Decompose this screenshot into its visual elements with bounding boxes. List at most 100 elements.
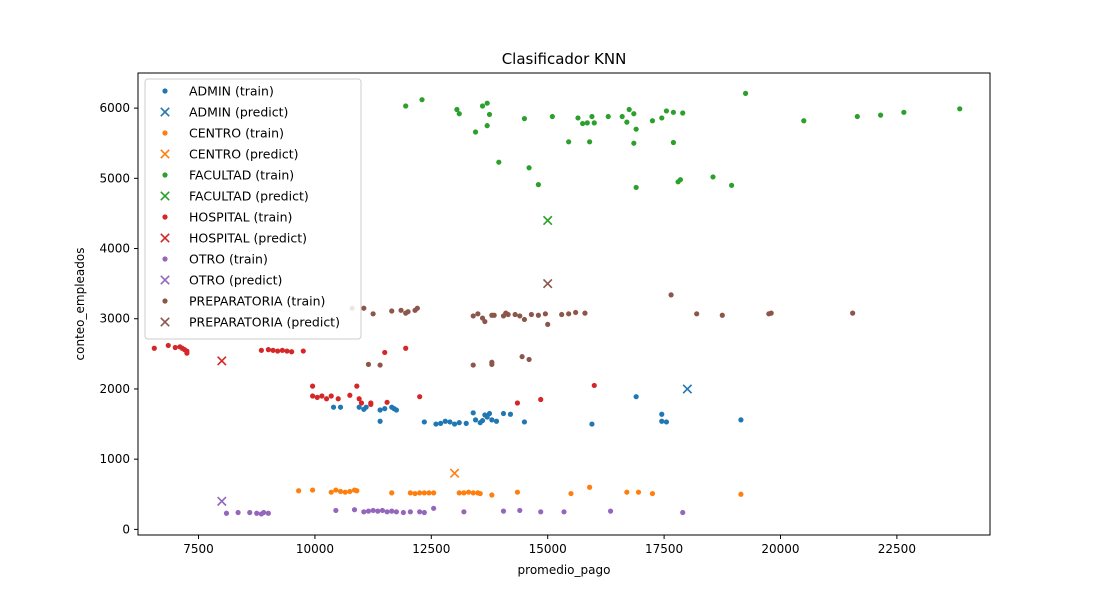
train-point — [328, 393, 334, 399]
y-tick-label: 5000 — [99, 171, 130, 185]
train-point — [580, 120, 586, 127]
y-tick-label: 3000 — [99, 312, 130, 326]
predict-point — [217, 356, 227, 366]
train-point — [419, 97, 425, 103]
train-point — [389, 490, 395, 496]
series-2 — [296, 484, 744, 498]
train-point — [850, 310, 856, 316]
train-point — [719, 312, 725, 318]
series-7 — [217, 356, 227, 366]
train-point — [254, 510, 260, 516]
train-point — [663, 419, 670, 425]
train-point — [573, 309, 579, 316]
train-point — [549, 113, 555, 120]
train-point — [482, 318, 488, 325]
train-point — [470, 313, 476, 319]
train-point — [361, 305, 367, 311]
legend-label: FACULTAD (predict) — [189, 189, 309, 204]
legend-marker — [162, 298, 168, 304]
train-point — [270, 347, 276, 353]
train-point — [417, 490, 423, 496]
train-point — [561, 509, 567, 515]
train-point — [289, 349, 295, 355]
y-tick-label: 2000 — [99, 382, 130, 396]
train-point — [526, 165, 532, 171]
train-point — [456, 111, 462, 117]
legend-label: PREPARATORIA (train) — [189, 294, 325, 309]
train-point — [631, 111, 637, 117]
x-tick-label: 22500 — [878, 542, 916, 556]
legend-label: PREPARATORIA (predict) — [189, 315, 340, 330]
train-point — [412, 490, 418, 497]
train-point — [351, 507, 358, 513]
train-point — [309, 393, 316, 399]
train-point — [342, 489, 348, 495]
predict-point — [217, 496, 227, 507]
legend-marker — [160, 149, 170, 159]
train-point — [663, 108, 670, 114]
train-point — [235, 509, 241, 516]
train-point — [354, 488, 360, 494]
series-6 — [151, 342, 597, 408]
legend-label: ADMIN (predict) — [189, 105, 288, 120]
train-point — [261, 509, 267, 516]
train-point — [407, 490, 413, 496]
train-point — [589, 113, 595, 120]
train-point — [484, 100, 490, 106]
y-tick-label: 0 — [122, 522, 130, 536]
train-point — [486, 111, 493, 118]
train-point — [296, 488, 302, 494]
legend-marker — [160, 317, 170, 327]
train-point — [456, 420, 462, 426]
train-point — [377, 362, 383, 368]
train-point — [347, 488, 353, 495]
train-point — [377, 407, 383, 413]
train-point — [370, 311, 376, 317]
train-point — [589, 421, 595, 427]
train-point — [670, 139, 677, 146]
train-point — [284, 348, 290, 354]
legend-marker — [160, 275, 170, 285]
train-point — [575, 115, 581, 121]
train-point — [626, 106, 632, 113]
train-point — [710, 174, 716, 180]
y-tick-label: 1000 — [99, 452, 130, 466]
train-point — [514, 400, 521, 406]
train-point — [368, 400, 374, 406]
train-point — [694, 311, 700, 317]
train-point — [521, 316, 528, 323]
train-point — [493, 418, 500, 424]
train-point — [475, 311, 481, 317]
train-point — [461, 509, 467, 515]
train-point — [361, 509, 367, 515]
legend-label: OTRO (predict) — [189, 273, 282, 288]
train-point — [517, 313, 523, 319]
train-point — [624, 489, 630, 495]
x-tick-label: 7500 — [183, 542, 214, 556]
train-point — [489, 361, 495, 367]
train-point — [356, 404, 362, 410]
legend-marker — [162, 88, 168, 94]
legend-label: CENTRO (train) — [189, 126, 284, 141]
train-point — [542, 311, 548, 317]
train-point — [393, 407, 399, 413]
series-9 — [217, 496, 227, 507]
train-point — [247, 509, 253, 516]
train-point — [479, 103, 486, 109]
train-point — [470, 362, 476, 368]
x-tick-label: 17500 — [645, 542, 683, 556]
train-point — [407, 509, 413, 515]
train-point — [479, 417, 486, 424]
train-point — [414, 305, 420, 311]
train-point — [854, 113, 860, 120]
train-point — [265, 347, 271, 353]
legend-label: FACULTAD (train) — [189, 168, 294, 183]
train-point — [659, 411, 665, 417]
train-point — [421, 490, 427, 496]
train-point — [535, 182, 541, 188]
plot-marks — [151, 90, 963, 517]
train-point — [566, 139, 572, 145]
train-point — [389, 308, 395, 314]
train-point — [442, 418, 448, 424]
